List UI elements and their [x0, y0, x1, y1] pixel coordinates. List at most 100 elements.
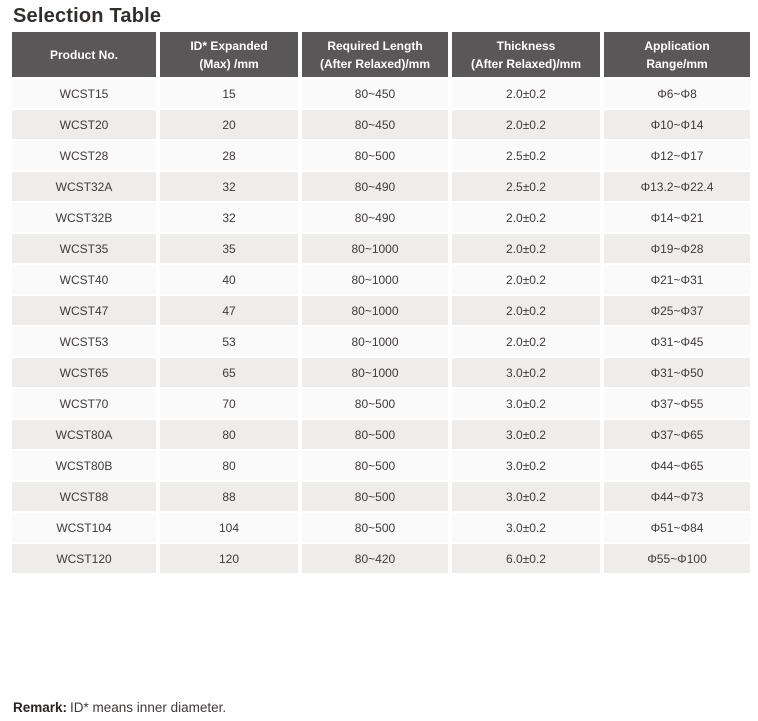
table-cell: 2.0±0.2	[448, 325, 604, 358]
table-cell: 32	[156, 201, 302, 234]
table-row: WCST35 35 80~1000 2.0±0.2 Φ19~Φ28	[8, 232, 754, 265]
table-cell: 2.0±0.2	[448, 77, 604, 110]
table-cell: 3.0±0.2	[448, 480, 604, 513]
table-cell: 80~500	[298, 139, 452, 172]
table-cell: 80~1000	[298, 263, 452, 296]
table-cell: 80~490	[298, 201, 452, 234]
table-cell: 3.0±0.2	[448, 356, 604, 389]
table-row: WCST47 47 80~1000 2.0±0.2 Φ25~Φ37	[8, 294, 754, 327]
table-row: WCST88 88 80~500 3.0±0.2 Φ44~Φ73	[8, 480, 754, 513]
table-cell: WCST32B	[8, 201, 160, 234]
table-cell: Φ44~Φ65	[600, 449, 754, 482]
table-cell: WCST40	[8, 263, 160, 296]
table-cell: WCST80B	[8, 449, 160, 482]
table-row: WCST15 15 80~450 2.0±0.2 Φ6~Φ8	[8, 77, 754, 110]
table-cell: 2.0±0.2	[448, 263, 604, 296]
table-cell: WCST28	[8, 139, 160, 172]
table-row: WCST104 104 80~500 3.0±0.2 Φ51~Φ84	[8, 511, 754, 544]
table-cell: 80~1000	[298, 325, 452, 358]
table-cell: 2.5±0.2	[448, 139, 604, 172]
table-cell: 3.0±0.2	[448, 387, 604, 420]
table-row: WCST120 120 80~420 6.0±0.2 Φ55~Φ100	[8, 542, 754, 575]
table-cell: 80~500	[298, 449, 452, 482]
table-cell: WCST20	[8, 108, 160, 141]
table-row: WCST40 40 80~1000 2.0±0.2 Φ21~Φ31	[8, 263, 754, 296]
table-cell: 15	[156, 77, 302, 110]
table-cell: 70	[156, 387, 302, 420]
table-cell: Φ6~Φ8	[600, 77, 754, 110]
table-cell: WCST65	[8, 356, 160, 389]
table-cell: Φ37~Φ65	[600, 418, 754, 451]
table-cell: 80~1000	[298, 232, 452, 265]
column-header-3: Required Length (After Relaxed)/mm	[298, 32, 452, 79]
table-cell: Φ37~Φ55	[600, 387, 754, 420]
page-title: Selection Table	[13, 5, 162, 27]
table-row: WCST20 20 80~450 2.0±0.2 Φ10~Φ14	[8, 108, 754, 141]
table-body: WCST15 15 80~450 2.0±0.2 Φ6~Φ8 WCST20 20 80~450…	[8, 77, 754, 575]
table-header: Product No. ID* Expanded (Max) /mm Required…	[8, 32, 754, 79]
table-row: WCST65 65 80~1000 3.0±0.2 Φ31~Φ50	[8, 356, 754, 389]
table-cell: 32	[156, 170, 302, 203]
table-cell: 20	[156, 108, 302, 141]
table-cell: 80~1000	[298, 294, 452, 327]
table-cell: Φ25~Φ37	[600, 294, 754, 327]
table-cell: WCST53	[8, 325, 160, 358]
table-cell: 28	[156, 139, 302, 172]
table-cell: 35	[156, 232, 302, 265]
column-header-4: Thickness (After Relaxed)/mm	[448, 32, 604, 79]
table-row: WCST80A 80 80~500 3.0±0.2 Φ37~Φ65	[8, 418, 754, 451]
remark-label: Remark:	[13, 699, 68, 715]
table-cell: Φ10~Φ14	[600, 108, 754, 141]
table-cell: 80	[156, 418, 302, 451]
table-cell: Φ21~Φ31	[600, 263, 754, 296]
table-row: WCST32A 32 80~490 2.5±0.2 Φ13.2~Φ22.4	[8, 170, 754, 203]
table-cell: 47	[156, 294, 302, 327]
table-row: WCST53 53 80~1000 2.0±0.2 Φ31~Φ45	[8, 325, 754, 358]
table-cell: 40	[156, 263, 302, 296]
table-cell: 3.0±0.2	[448, 449, 604, 482]
table-cell: 104	[156, 511, 302, 544]
table-cell: Φ55~Φ100	[600, 542, 754, 575]
column-header-1: Product No.	[8, 32, 160, 79]
table-cell: WCST104	[8, 511, 160, 544]
table-cell: 80~1000	[298, 356, 452, 389]
table-cell: Φ14~Φ21	[600, 201, 754, 234]
table-cell: WCST47	[8, 294, 160, 327]
table-row: WCST28 28 80~500 2.5±0.2 Φ12~Φ17	[8, 139, 754, 172]
table-cell: 2.0±0.2	[448, 294, 604, 327]
table-cell: Φ13.2~Φ22.4	[600, 170, 754, 203]
table-cell: 120	[156, 542, 302, 575]
table-cell: Φ12~Φ17	[600, 139, 754, 172]
table-cell: 65	[156, 356, 302, 389]
table-cell: 2.5±0.2	[448, 170, 604, 203]
table-cell: 3.0±0.2	[448, 511, 604, 544]
table-cell: 2.0±0.2	[448, 108, 604, 141]
table-cell: 80~450	[298, 77, 452, 110]
table-cell: 80~490	[298, 170, 452, 203]
remark: Remark: ID* means inner diameter.	[13, 700, 226, 715]
table-cell: WCST32A	[8, 170, 160, 203]
table-cell: 88	[156, 480, 302, 513]
table-cell: 80~500	[298, 418, 452, 451]
table-cell: 80~450	[298, 108, 452, 141]
table-cell: Φ19~Φ28	[600, 232, 754, 265]
table-cell: 80	[156, 449, 302, 482]
table-cell: WCST120	[8, 542, 160, 575]
table-cell: WCST35	[8, 232, 160, 265]
table-cell: 80~420	[298, 542, 452, 575]
table-cell: Φ44~Φ73	[600, 480, 754, 513]
table-cell: WCST70	[8, 387, 160, 420]
table-row: WCST80B 80 80~500 3.0±0.2 Φ44~Φ65	[8, 449, 754, 482]
table-cell: 2.0±0.2	[448, 201, 604, 234]
column-header-5: Application Range/mm	[600, 32, 754, 79]
table-cell: 53	[156, 325, 302, 358]
table-cell: 3.0±0.2	[448, 418, 604, 451]
table-cell: 80~500	[298, 480, 452, 513]
table-cell: 2.0±0.2	[448, 232, 604, 265]
table-cell: Φ31~Φ50	[600, 356, 754, 389]
table-cell: Φ31~Φ45	[600, 325, 754, 358]
table-cell: WCST80A	[8, 418, 160, 451]
table-row: WCST70 70 80~500 3.0±0.2 Φ37~Φ55	[8, 387, 754, 420]
selection-table: Product No. ID* Expanded (Max) /mm Required…	[8, 32, 754, 575]
